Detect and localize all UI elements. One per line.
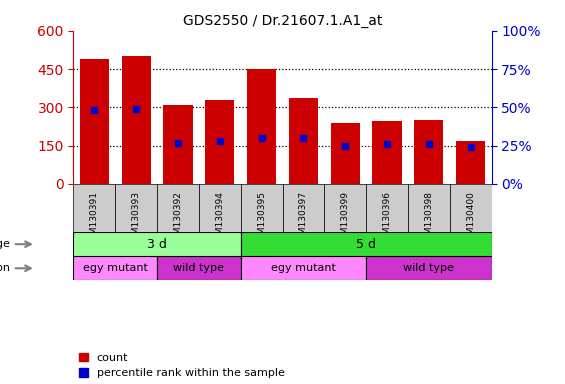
Text: GSM130396: GSM130396 — [383, 191, 392, 246]
Bar — [157, 256, 241, 280]
Bar — [331, 122, 360, 184]
Text: GSM130393: GSM130393 — [132, 191, 141, 246]
Text: wild type: wild type — [173, 263, 224, 273]
Text: wild type: wild type — [403, 263, 454, 273]
Text: GSM130398: GSM130398 — [424, 191, 433, 246]
Text: egy mutant: egy mutant — [271, 263, 336, 273]
Bar — [80, 59, 109, 184]
Text: GSM130400: GSM130400 — [466, 191, 475, 246]
Bar — [121, 56, 151, 184]
Bar — [366, 184, 408, 232]
Bar — [456, 141, 485, 184]
Text: genotype/variation: genotype/variation — [0, 263, 11, 273]
Bar — [115, 184, 157, 232]
Bar — [324, 184, 366, 232]
Bar — [408, 184, 450, 232]
Bar — [73, 256, 157, 280]
Bar — [450, 184, 492, 232]
Text: age: age — [0, 239, 11, 249]
Text: GSM130391: GSM130391 — [90, 191, 99, 246]
Bar — [205, 100, 234, 184]
Bar — [241, 184, 282, 232]
Bar — [163, 105, 193, 184]
Bar — [157, 184, 199, 232]
Legend: count, percentile rank within the sample: count, percentile rank within the sample — [79, 353, 285, 379]
Text: 3 d: 3 d — [147, 238, 167, 251]
Title: GDS2550 / Dr.21607.1.A1_at: GDS2550 / Dr.21607.1.A1_at — [183, 14, 382, 28]
Bar — [414, 120, 444, 184]
Bar — [289, 98, 318, 184]
Bar — [73, 184, 115, 232]
Bar — [241, 256, 366, 280]
Bar — [73, 232, 241, 256]
Bar — [241, 232, 492, 256]
Bar — [372, 121, 402, 184]
Bar — [366, 256, 492, 280]
Text: GSM130399: GSM130399 — [341, 191, 350, 246]
Text: GSM130397: GSM130397 — [299, 191, 308, 246]
Bar — [247, 69, 276, 184]
Text: egy mutant: egy mutant — [83, 263, 147, 273]
Text: GSM130392: GSM130392 — [173, 191, 182, 246]
Bar — [282, 184, 324, 232]
Text: GSM130395: GSM130395 — [257, 191, 266, 246]
Bar — [199, 184, 241, 232]
Text: GSM130394: GSM130394 — [215, 191, 224, 246]
Text: 5 d: 5 d — [356, 238, 376, 251]
